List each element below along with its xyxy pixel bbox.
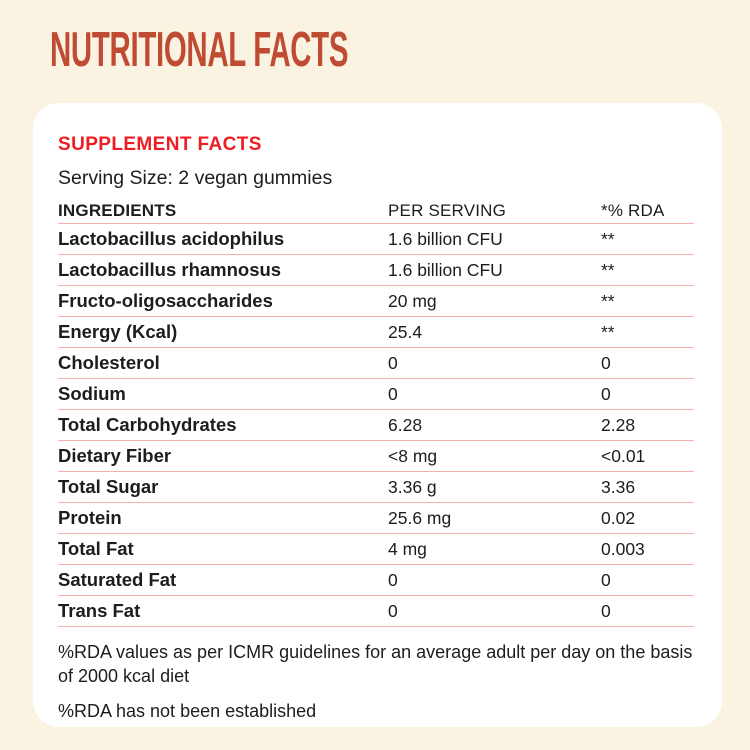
rda-value: 0.02 <box>601 507 636 528</box>
supplement-facts-card: SUPPLEMENT FACTS Serving Size: 2 vegan g… <box>33 103 722 727</box>
per-serving-value: 25.4 <box>388 321 423 342</box>
ingredient-name: Trans Fat <box>58 600 141 621</box>
rda-value: 0 <box>601 383 611 404</box>
table-row: Cholesterol 0 0 <box>58 348 694 379</box>
ingredient-name: Cholesterol <box>58 352 160 373</box>
per-serving-value: 25.6 mg <box>388 507 452 528</box>
serving-size-text: Serving Size: 2 vegan gummies <box>58 167 333 189</box>
rda-value: 0.003 <box>601 538 645 559</box>
table-row: Sodium 0 0 <box>58 379 694 410</box>
table-header-row: INGREDIENTS PER SERVING *% RDA <box>58 198 694 224</box>
per-serving-value: 0 <box>388 352 398 373</box>
table-row: Trans Fat 0 0 <box>58 596 694 627</box>
per-serving-value: <8 mg <box>388 445 438 466</box>
per-serving-value: 0 <box>388 569 398 590</box>
rda-value: <0.01 <box>601 445 646 466</box>
rda-value: ** <box>601 228 615 249</box>
ingredient-name: Protein <box>58 507 122 528</box>
table-row: Total Carbohydrates 6.28 2.28 <box>58 410 694 441</box>
rda-value: 0 <box>601 569 611 590</box>
table-row: Lactobacillus rhamnosus 1.6 billion CFU ** <box>58 255 694 286</box>
per-serving-value: 1.6 billion CFU <box>388 228 503 249</box>
table-row: Energy (Kcal) 25.4 ** <box>58 317 694 348</box>
table-row: Protein 25.6 mg 0.02 <box>58 503 694 534</box>
rda-value: ** <box>601 259 615 280</box>
per-serving-value: 20 mg <box>388 290 437 311</box>
table-row: Saturated Fat 0 0 <box>58 565 694 596</box>
rda-value: 2.28 <box>601 414 636 435</box>
column-header-rda: *% RDA <box>601 200 665 220</box>
rda-value: 0 <box>601 600 611 621</box>
ingredient-name: Dietary Fiber <box>58 445 172 466</box>
table-row: Lactobacillus acidophilus 1.6 billion CFU… <box>58 224 694 255</box>
column-header-per-serving: PER SERVING <box>388 200 507 220</box>
supplement-facts-heading: SUPPLEMENT FACTS <box>58 134 262 155</box>
per-serving-value: 4 mg <box>388 538 427 559</box>
table-row: Total Sugar 3.36 g 3.36 <box>58 472 694 503</box>
per-serving-value: 1.6 billion CFU <box>388 259 503 280</box>
column-header-ingredients: INGREDIENTS <box>58 200 177 220</box>
rda-value: 0 <box>601 352 611 373</box>
ingredient-name: Sodium <box>58 383 126 404</box>
ingredient-name: Saturated Fat <box>58 569 177 590</box>
rda-value: ** <box>601 321 615 342</box>
table-row: Fructo-oligosaccharides 20 mg ** <box>58 286 694 317</box>
per-serving-value: 3.36 g <box>388 476 437 497</box>
footnote-rda-guidelines: %RDA values as per ICMR guidelines for a… <box>58 642 693 686</box>
per-serving-value: 0 <box>388 383 398 404</box>
table-row: Total Fat 4 mg 0.003 <box>58 534 694 565</box>
ingredient-name: Lactobacillus rhamnosus <box>58 259 282 280</box>
supplement-facts-table: INGREDIENTS PER SERVING *% RDA Lactobaci… <box>58 198 694 627</box>
ingredient-name: Energy (Kcal) <box>58 321 178 342</box>
rda-value: 3.36 <box>601 476 636 497</box>
ingredient-name: Total Sugar <box>58 476 159 497</box>
ingredient-name: Fructo-oligosaccharides <box>58 290 273 311</box>
rda-value: ** <box>601 290 615 311</box>
ingredient-name: Lactobacillus acidophilus <box>58 228 285 249</box>
page-title: NUTRITIONAL FACTS <box>50 23 349 77</box>
table-body: Lactobacillus acidophilus 1.6 billion CFU… <box>58 224 694 627</box>
per-serving-value: 0 <box>388 600 398 621</box>
ingredient-name: Total Carbohydrates <box>58 414 237 435</box>
table-row: Dietary Fiber <8 mg <0.01 <box>58 441 694 472</box>
ingredient-name: Total Fat <box>58 538 134 559</box>
footnote-rda-not-established: %RDA has not been established <box>58 701 317 721</box>
per-serving-value: 6.28 <box>388 414 423 435</box>
